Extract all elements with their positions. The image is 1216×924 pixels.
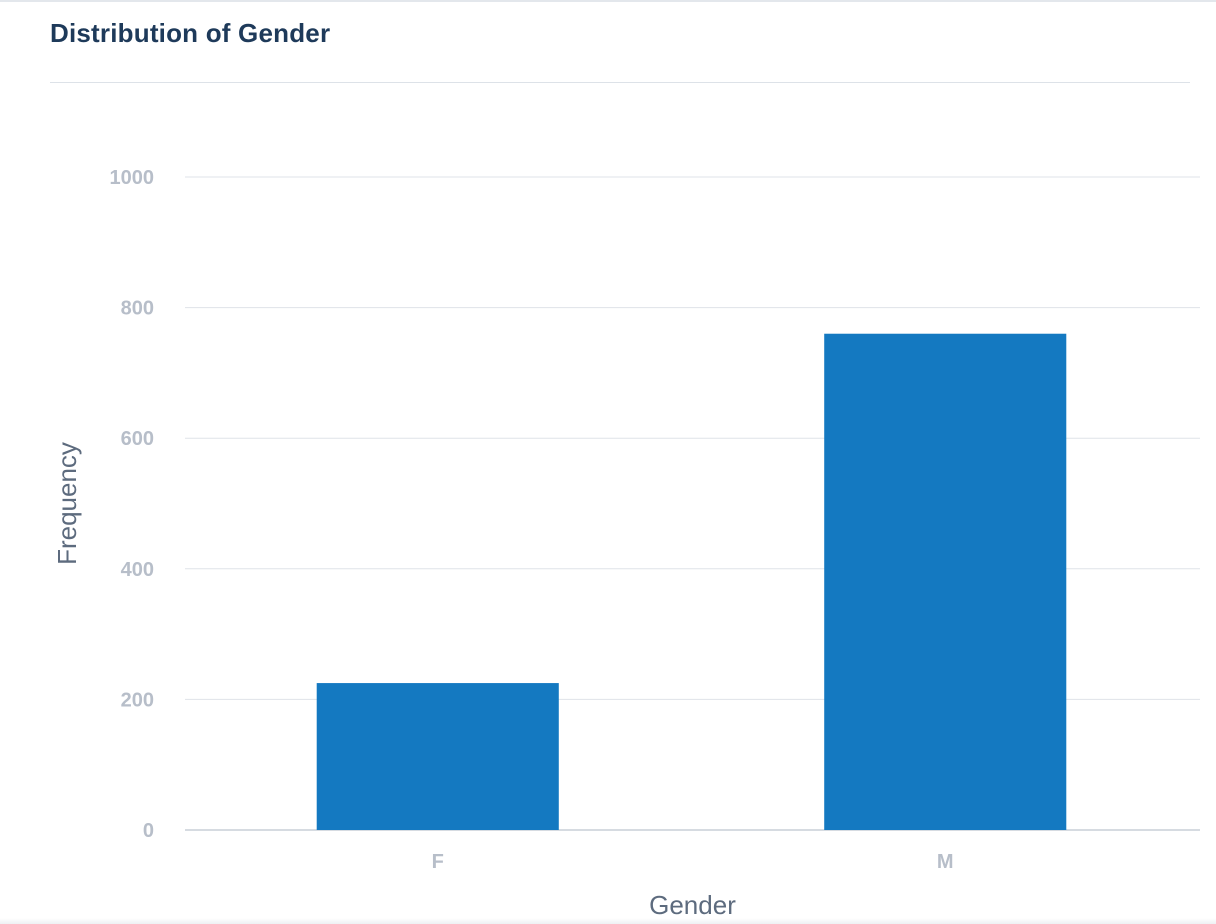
bars: [316, 333, 1067, 830]
y-tick-label: 600: [121, 428, 154, 450]
bottom-shadow: [0, 918, 1216, 924]
y-axis-ticks: 0 200 400 600 800 1000: [110, 167, 155, 842]
chart-title: Distribution of Gender: [50, 18, 331, 48]
y-tick-label: 1000: [110, 167, 155, 189]
y-tick-label: 400: [121, 559, 154, 581]
y-tick-label: 0: [143, 820, 154, 842]
bar-f[interactable]: [316, 683, 559, 830]
y-tick-label: 200: [121, 689, 154, 711]
x-axis-title: Gender: [649, 890, 736, 920]
title-divider: [50, 82, 1190, 83]
y-tick-label: 800: [121, 298, 154, 320]
bar-m[interactable]: [824, 333, 1067, 830]
x-tick-label: M: [937, 851, 954, 873]
y-axis-title: Frequency: [52, 442, 82, 565]
x-tick-label: F: [432, 851, 444, 873]
